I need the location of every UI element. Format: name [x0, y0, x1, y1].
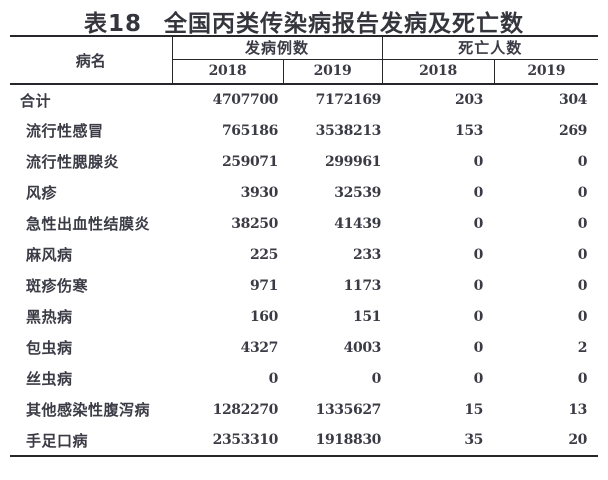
col-header-disease-name: 病名: [10, 36, 173, 85]
deaths-2018: 203: [454, 92, 484, 108]
deaths-2018: 0: [473, 184, 484, 201]
deaths-2019: 20: [568, 432, 588, 448]
deaths-2018: 35: [464, 432, 484, 448]
deaths-2019: 0: [577, 277, 588, 294]
deaths-2019: 13: [568, 401, 588, 418]
incidence-2018: 38250: [231, 215, 278, 232]
incidence-2019: 7172169: [315, 92, 382, 108]
incidence-2018: 2353310: [212, 432, 279, 448]
deaths-2019: 0: [577, 370, 588, 387]
deaths-2018: 0: [473, 215, 484, 232]
disease-name: 斑疹伤寒: [26, 277, 89, 295]
deaths-2018: 0: [473, 308, 484, 325]
table-row: 急性出血性结膜炎 38250 41439 0 0: [10, 208, 598, 239]
incidence-2019: 1335627: [315, 401, 382, 418]
table-row: 麻风病 225 233 0 0: [10, 239, 598, 270]
incidence-2019: 32539: [334, 184, 382, 201]
disease-name: 其他感染性腹泻病: [26, 401, 151, 419]
disease-name: 急性出血性结膜炎: [26, 215, 151, 233]
incidence-2018: 1282270: [212, 401, 279, 418]
deaths-2018: 153: [454, 122, 484, 139]
disease-name: 合计: [20, 91, 52, 110]
table-header: 病名 发病例数 死亡人数 2018 2019 2018 2019: [10, 36, 599, 85]
deaths-2018: 0: [473, 339, 484, 356]
col-header-deaths-2019: 2019: [494, 59, 599, 85]
deaths-2018: 0: [473, 153, 484, 170]
incidence-2018: 971: [249, 277, 278, 294]
incidence-2019: 4003: [343, 339, 382, 356]
table-row: 丝虫病 0 0 0 0: [10, 363, 598, 394]
col-header-incidence-2018: 2018: [172, 59, 284, 85]
incidence-2019: 0: [371, 370, 382, 387]
table-row: 流行性腮腺炎 259071 299961 0 0: [10, 146, 598, 177]
disease-name: 流行性腮腺炎: [26, 153, 120, 171]
deaths-2019: 0: [577, 215, 588, 232]
deaths-2018: 15: [464, 401, 484, 418]
col-header-deaths-2018: 2018: [382, 59, 495, 85]
incidence-2019: 3538213: [315, 122, 382, 139]
incidence-2019: 1918830: [315, 432, 382, 448]
table-row: 其他感染性腹泻病 1282270 1335627 15 13: [10, 394, 598, 425]
deaths-2018: 0: [473, 370, 484, 387]
deaths-2018: 0: [473, 246, 484, 263]
table-row-total: 合计 4707700 7172169 203 304: [10, 84, 598, 115]
table-body: 合计 4707700 7172169 203 304 流行性感冒 765186 …: [10, 84, 598, 456]
incidence-2018: 4327: [240, 339, 279, 356]
incidence-2018: 3930: [240, 184, 279, 201]
deaths-2019: 0: [577, 246, 588, 263]
disease-stats-table: 病名 发病例数 死亡人数 2018 2019 2018 2019 合计 4707…: [10, 35, 599, 457]
table-title-text: 全国丙类传染病报告发病及死亡数: [164, 11, 524, 37]
table-row: 流行性感冒 765186 3538213 153 269: [10, 115, 598, 146]
disease-name: 流行性感冒: [26, 122, 104, 140]
incidence-2018: 0: [268, 370, 279, 387]
col-header-incidence-2019: 2019: [283, 59, 383, 85]
table-row: 包虫病 4327 4003 0 2: [10, 332, 598, 363]
incidence-2019: 299961: [324, 153, 382, 170]
disease-name: 麻风病: [26, 246, 73, 264]
incidence-2019: 233: [352, 246, 382, 263]
disease-name: 黑热病: [26, 308, 73, 326]
deaths-2019: 0: [577, 153, 588, 170]
disease-name: 丝虫病: [26, 370, 73, 388]
deaths-2019: 304: [559, 92, 588, 108]
incidence-2019: 41439: [334, 215, 382, 232]
deaths-2019: 0: [577, 308, 588, 325]
table-row: 黑热病 160 151 0 0: [10, 301, 598, 332]
incidence-2019: 151: [352, 308, 382, 325]
table-row: 风疹 3930 32539 0 0: [10, 177, 598, 208]
disease-name: 风疹: [26, 184, 58, 202]
disease-name: 手足口病: [26, 431, 89, 450]
table-number-label: 表18: [83, 11, 142, 37]
page-title: 表18 全国丙类传染病报告发病及死亡数: [0, 0, 608, 37]
deaths-2019: 269: [559, 122, 588, 139]
col-header-incidence: 发病例数: [172, 36, 383, 60]
col-header-deaths: 死亡人数: [382, 36, 599, 60]
deaths-2018: 0: [473, 277, 484, 294]
incidence-2018: 225: [249, 246, 278, 263]
incidence-2018: 765186: [221, 122, 278, 139]
incidence-2018: 160: [249, 308, 278, 325]
deaths-2019: 2: [577, 339, 588, 356]
incidence-2019: 1173: [343, 277, 382, 294]
table-row: 斑疹伤寒 971 1173 0 0: [10, 270, 598, 301]
incidence-2018: 259071: [221, 153, 278, 170]
disease-name: 包虫病: [26, 339, 73, 357]
deaths-2019: 0: [577, 184, 588, 201]
table-row: 手足口病 2353310 1918830 35 20: [10, 425, 598, 456]
incidence-2018: 4707700: [212, 92, 279, 108]
